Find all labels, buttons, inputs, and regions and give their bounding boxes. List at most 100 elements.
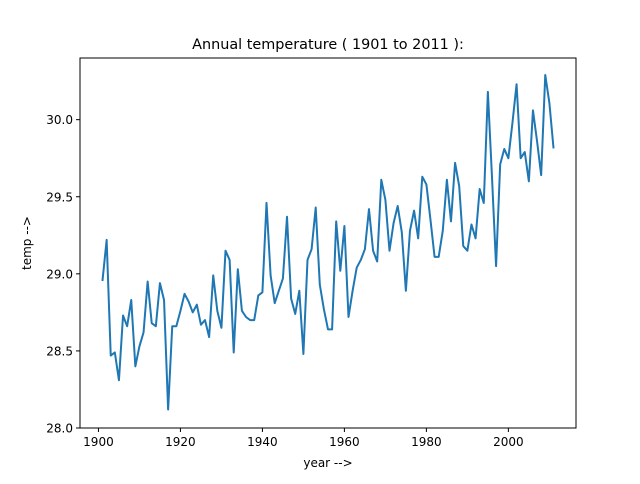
data-point bbox=[106, 239, 108, 241]
y-axis: 28.0 28.5 29.0 29.5 30.0 bbox=[46, 113, 80, 436]
data-point bbox=[298, 290, 300, 292]
data-point bbox=[138, 345, 140, 347]
plot-area bbox=[80, 58, 576, 428]
data-point bbox=[483, 202, 485, 204]
data-point bbox=[409, 230, 411, 232]
data-point bbox=[307, 259, 309, 261]
data-point bbox=[319, 284, 321, 286]
data-point bbox=[143, 331, 145, 333]
data-point bbox=[442, 230, 444, 232]
x-axis: 1900 1920 1940 1960 1980 2000 bbox=[83, 428, 524, 449]
data-point bbox=[241, 310, 243, 312]
data-point bbox=[454, 162, 456, 164]
data-point bbox=[233, 351, 235, 353]
x-tick-label: 1920 bbox=[165, 435, 196, 449]
data-point bbox=[208, 336, 210, 338]
data-point bbox=[179, 310, 181, 312]
data-point bbox=[229, 259, 231, 261]
data-point bbox=[192, 311, 194, 313]
data-point bbox=[331, 328, 333, 330]
chart-title: Annual temperature ( 1901 to 2011 ): bbox=[192, 37, 464, 53]
data-point bbox=[368, 208, 370, 210]
data-point bbox=[466, 250, 468, 252]
data-point bbox=[364, 248, 366, 250]
data-point bbox=[425, 183, 427, 185]
data-point bbox=[311, 248, 313, 250]
data-point bbox=[520, 157, 522, 159]
data-point bbox=[511, 122, 513, 124]
data-point bbox=[507, 157, 509, 159]
data-point bbox=[388, 250, 390, 252]
data-point bbox=[282, 277, 284, 279]
data-point bbox=[167, 409, 169, 411]
data-point bbox=[360, 259, 362, 261]
data-point bbox=[536, 140, 538, 142]
data-point bbox=[147, 281, 149, 283]
data-point bbox=[384, 199, 386, 201]
data-point bbox=[487, 91, 489, 93]
data-point bbox=[155, 325, 157, 327]
data-point bbox=[532, 109, 534, 111]
data-point bbox=[225, 250, 227, 252]
data-point bbox=[118, 379, 120, 381]
data-point bbox=[335, 220, 337, 222]
y-tick-label: 29.5 bbox=[46, 190, 73, 204]
data-point bbox=[462, 245, 464, 247]
data-point bbox=[171, 325, 173, 327]
data-point bbox=[495, 265, 497, 267]
data-point bbox=[286, 216, 288, 218]
x-tick-label: 1940 bbox=[247, 435, 278, 449]
data-point bbox=[479, 188, 481, 190]
data-point bbox=[200, 324, 202, 326]
data-point bbox=[261, 291, 263, 293]
data-point bbox=[278, 290, 280, 292]
data-point bbox=[356, 267, 358, 269]
data-point bbox=[274, 302, 276, 304]
data-point bbox=[184, 293, 186, 295]
data-point bbox=[126, 325, 128, 327]
data-point bbox=[352, 290, 354, 292]
data-point bbox=[249, 319, 251, 321]
data-point bbox=[548, 102, 550, 104]
data-point bbox=[540, 174, 542, 176]
data-point bbox=[327, 328, 329, 330]
data-point bbox=[475, 237, 477, 239]
data-point bbox=[450, 220, 452, 222]
data-point bbox=[290, 298, 292, 300]
data-point bbox=[266, 202, 268, 204]
data-point bbox=[114, 351, 116, 353]
data-point bbox=[372, 250, 374, 252]
data-point bbox=[151, 322, 153, 324]
data-point bbox=[434, 256, 436, 258]
data-point bbox=[417, 237, 419, 239]
x-tick-label: 2000 bbox=[493, 435, 524, 449]
data-point bbox=[245, 316, 247, 318]
data-point bbox=[413, 210, 415, 212]
y-tick-label: 28.5 bbox=[46, 344, 73, 358]
data-point bbox=[376, 261, 378, 263]
data-point bbox=[159, 282, 161, 284]
data-point bbox=[380, 179, 382, 181]
data-point bbox=[429, 219, 431, 221]
data-point bbox=[348, 316, 350, 318]
data-point bbox=[196, 304, 198, 306]
series-line-0 bbox=[101, 73, 555, 411]
data-point bbox=[294, 313, 296, 315]
data-point bbox=[516, 83, 518, 85]
data-point bbox=[257, 294, 259, 296]
data-point bbox=[393, 222, 395, 224]
data-point bbox=[405, 290, 407, 292]
data-point bbox=[458, 185, 460, 187]
data-point bbox=[110, 355, 112, 357]
data-point bbox=[302, 353, 304, 355]
data-point bbox=[220, 327, 222, 329]
data-point bbox=[528, 180, 530, 182]
data-point bbox=[339, 270, 341, 272]
data-point bbox=[524, 151, 526, 153]
data-point bbox=[499, 163, 501, 165]
data-point bbox=[212, 274, 214, 276]
y-tick-label: 29.0 bbox=[46, 267, 73, 281]
data-point bbox=[552, 146, 554, 148]
